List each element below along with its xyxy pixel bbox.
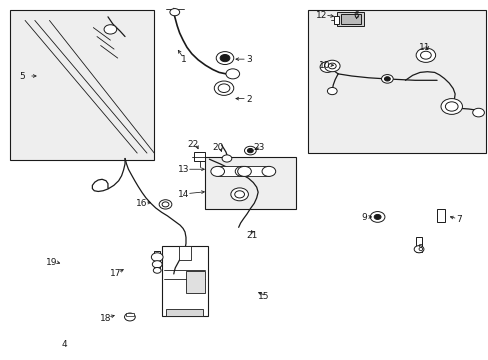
- Circle shape: [324, 60, 339, 72]
- Circle shape: [220, 54, 229, 62]
- Circle shape: [415, 48, 435, 62]
- Text: 18: 18: [100, 314, 111, 323]
- Text: 19: 19: [46, 258, 58, 267]
- Circle shape: [230, 188, 248, 201]
- Bar: [166, 309, 203, 316]
- Bar: [154, 251, 160, 270]
- Circle shape: [210, 166, 224, 176]
- Bar: [415, 237, 422, 252]
- Bar: [333, 17, 338, 24]
- Text: 2: 2: [246, 95, 252, 104]
- Circle shape: [440, 99, 462, 114]
- Circle shape: [214, 81, 233, 95]
- Text: 7: 7: [455, 215, 461, 224]
- Circle shape: [237, 166, 251, 176]
- Text: 8: 8: [416, 244, 422, 253]
- Text: 17: 17: [109, 269, 121, 278]
- Text: 1: 1: [180, 55, 186, 64]
- Text: 15: 15: [258, 292, 269, 301]
- Circle shape: [152, 261, 162, 268]
- Circle shape: [472, 108, 484, 117]
- Circle shape: [222, 155, 231, 162]
- Text: 16: 16: [136, 199, 147, 208]
- Circle shape: [320, 62, 334, 72]
- Circle shape: [151, 253, 163, 261]
- Text: 4: 4: [61, 341, 67, 350]
- Circle shape: [162, 202, 168, 207]
- Text: 3: 3: [246, 55, 252, 64]
- Text: 11: 11: [418, 43, 430, 52]
- Text: 13: 13: [178, 165, 189, 174]
- Text: 23: 23: [253, 143, 264, 152]
- Bar: [126, 313, 134, 316]
- Bar: [340, 14, 360, 24]
- Circle shape: [216, 51, 233, 64]
- Circle shape: [373, 215, 380, 220]
- Bar: [10, 10, 154, 160]
- Circle shape: [153, 267, 161, 273]
- Text: 22: 22: [187, 140, 199, 149]
- Text: 20: 20: [212, 143, 223, 152]
- Bar: [178, 246, 190, 260]
- Circle shape: [384, 77, 389, 81]
- Circle shape: [247, 148, 253, 153]
- Bar: [161, 246, 207, 316]
- Circle shape: [327, 87, 336, 95]
- Circle shape: [235, 166, 248, 176]
- Circle shape: [381, 75, 392, 83]
- Text: 5: 5: [20, 72, 25, 81]
- Circle shape: [244, 146, 256, 155]
- Text: 10: 10: [319, 61, 330, 70]
- Bar: [336, 12, 363, 26]
- Bar: [193, 152, 205, 161]
- Bar: [185, 271, 204, 293]
- Circle shape: [445, 102, 457, 111]
- Text: 6: 6: [353, 10, 359, 19]
- Text: 12: 12: [315, 10, 326, 19]
- Text: 14: 14: [178, 190, 189, 199]
- Circle shape: [124, 313, 135, 321]
- Circle shape: [159, 200, 171, 209]
- Circle shape: [169, 9, 179, 16]
- Circle shape: [413, 246, 423, 253]
- Text: 21: 21: [245, 231, 257, 240]
- Circle shape: [234, 191, 244, 198]
- Circle shape: [218, 84, 229, 93]
- Circle shape: [328, 63, 335, 69]
- Circle shape: [225, 69, 239, 79]
- Circle shape: [369, 212, 384, 222]
- Circle shape: [262, 166, 275, 176]
- Circle shape: [420, 51, 430, 59]
- Bar: [436, 209, 444, 222]
- Bar: [307, 10, 485, 153]
- Text: 9: 9: [360, 213, 366, 222]
- Circle shape: [104, 25, 117, 34]
- Bar: [217, 166, 242, 176]
- Bar: [244, 166, 268, 176]
- Bar: [205, 157, 295, 209]
